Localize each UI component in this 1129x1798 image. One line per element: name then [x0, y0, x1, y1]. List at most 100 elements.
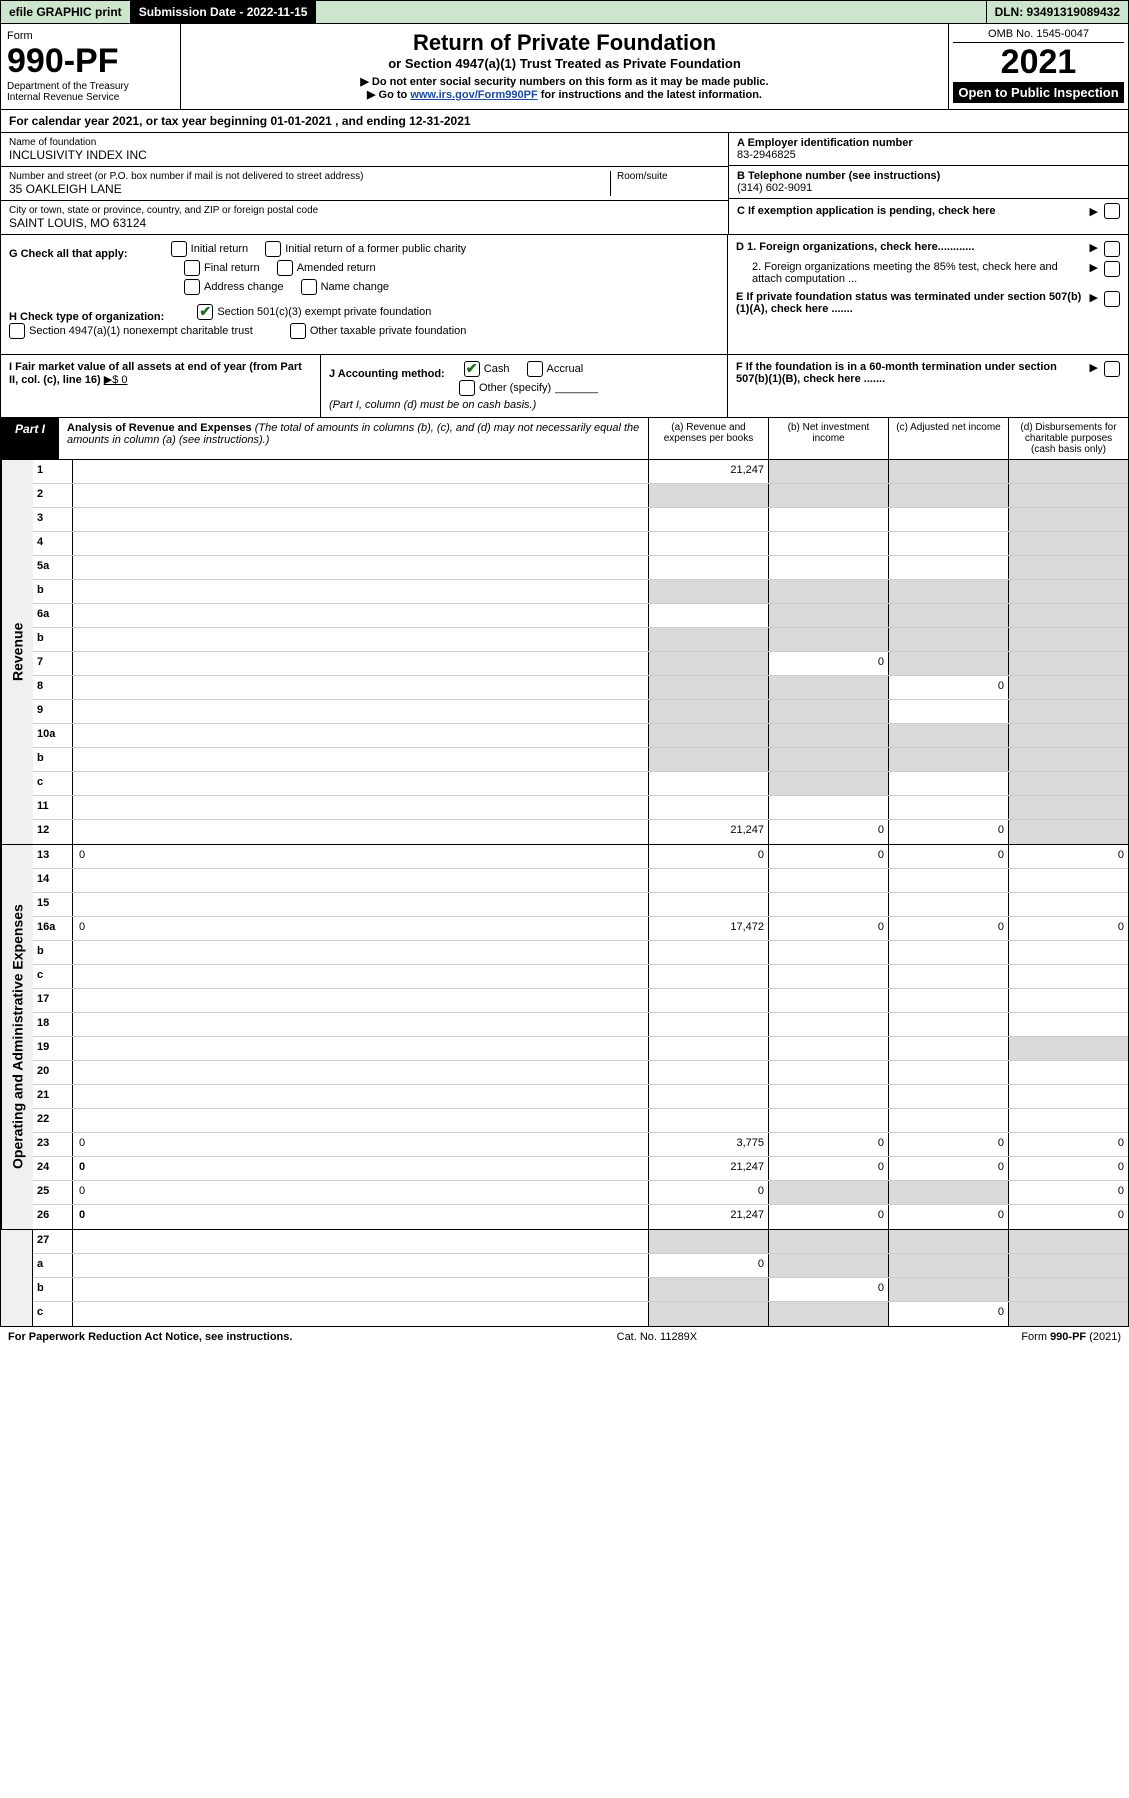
line-desc	[73, 604, 648, 627]
f-checkbox[interactable]	[1104, 361, 1120, 377]
col-b-value: 0	[768, 652, 888, 675]
j-accrual-checkbox[interactable]	[527, 361, 543, 377]
line-desc	[73, 1302, 648, 1326]
line-desc: 0	[73, 845, 648, 868]
line-number: 13	[33, 845, 73, 868]
col-c-value: 0	[888, 676, 1008, 699]
g-initial-return-checkbox[interactable]	[171, 241, 187, 257]
col-c-value	[888, 893, 1008, 916]
col-c-value	[888, 1037, 1008, 1060]
table-row: 9	[33, 700, 1128, 724]
table-row: 15	[33, 893, 1128, 917]
header-left: Form 990-PF Department of the Treasury I…	[1, 24, 181, 109]
c-cell: C If exemption application is pending, c…	[729, 199, 1128, 223]
table-row: 19	[33, 1037, 1128, 1061]
line-number: 6a	[33, 604, 73, 627]
dept: Department of the Treasury Internal Reve…	[7, 81, 174, 103]
col-d-value	[1008, 965, 1128, 988]
line-desc	[73, 1109, 648, 1132]
col-a-value	[648, 1302, 768, 1326]
line-desc	[73, 1037, 648, 1060]
irs-link[interactable]: www.irs.gov/Form990PF	[410, 89, 537, 101]
col-a-value: 0	[648, 845, 768, 868]
col-c-value	[888, 604, 1008, 627]
col-b-value	[768, 580, 888, 603]
col-d-value	[1008, 820, 1128, 844]
h-501c3-checkbox[interactable]	[197, 304, 213, 320]
col-c-value	[888, 1254, 1008, 1277]
j-other-checkbox[interactable]	[459, 380, 475, 396]
col-b-value	[768, 1013, 888, 1036]
table-row: 4	[33, 532, 1128, 556]
col-d-value	[1008, 1061, 1128, 1084]
col-c-value	[888, 1085, 1008, 1108]
i-cell: I Fair market value of all assets at end…	[1, 355, 321, 417]
col-d-value: 0	[1008, 1181, 1128, 1204]
line-number: c	[33, 772, 73, 795]
g-final-return-checkbox[interactable]	[184, 260, 200, 276]
col-d-value	[1008, 700, 1128, 723]
sub-2: ▶ Go to www.irs.gov/Form990PF for instru…	[187, 88, 942, 101]
table-row: b	[33, 748, 1128, 772]
table-row: 10a	[33, 724, 1128, 748]
line-desc: 0	[73, 1181, 648, 1204]
d2-checkbox[interactable]	[1104, 261, 1120, 277]
dln: DLN: 93491319089432	[986, 1, 1128, 23]
col-b-value	[768, 484, 888, 507]
e-checkbox[interactable]	[1104, 291, 1120, 307]
line-desc	[73, 460, 648, 483]
col-a-value	[648, 556, 768, 579]
col-b-value	[768, 1181, 888, 1204]
col-b-value: 0	[768, 1205, 888, 1229]
efile-label: efile GRAPHIC print	[1, 1, 131, 23]
line-number: 19	[33, 1037, 73, 1060]
g-amended-return-checkbox[interactable]	[277, 260, 293, 276]
line-number: 7	[33, 652, 73, 675]
tax-year: 2021	[953, 43, 1124, 82]
foot-right: Form 990-PF (2021)	[1021, 1331, 1121, 1343]
table-row: b	[33, 580, 1128, 604]
line-desc: 0	[73, 1205, 648, 1229]
h-4947-checkbox[interactable]	[9, 323, 25, 339]
line-desc: 0	[73, 1157, 648, 1180]
col-d-value	[1008, 1037, 1128, 1060]
col-d-value	[1008, 748, 1128, 771]
g-name-change-checkbox[interactable]	[301, 279, 317, 295]
line-number: 2	[33, 484, 73, 507]
line-desc	[73, 772, 648, 795]
col-c-value: 0	[888, 1133, 1008, 1156]
g-initial-former-checkbox[interactable]	[265, 241, 281, 257]
footer: For Paperwork Reduction Act Notice, see …	[0, 1327, 1129, 1347]
line-desc: 0	[73, 917, 648, 940]
col-d-value: 0	[1008, 845, 1128, 868]
col-c-value	[888, 700, 1008, 723]
g-address-change-checkbox[interactable]	[184, 279, 200, 295]
line-number: 12	[33, 820, 73, 844]
col-a-value	[648, 1037, 768, 1060]
table-row: 6a	[33, 604, 1128, 628]
h-other-taxable-checkbox[interactable]	[290, 323, 306, 339]
col-b-value	[768, 1254, 888, 1277]
line-number: 9	[33, 700, 73, 723]
table-row: 1221,24700	[33, 820, 1128, 844]
line-desc	[73, 724, 648, 747]
line-number: 3	[33, 508, 73, 531]
revenue-section: Revenue 121,2472345ab6ab7080910abc111221…	[0, 460, 1129, 845]
col-a-value	[648, 1109, 768, 1132]
d1-checkbox[interactable]	[1104, 241, 1120, 257]
table-row: 5a	[33, 556, 1128, 580]
c-checkbox[interactable]	[1104, 203, 1120, 219]
form-label: Form	[7, 30, 174, 42]
table-row: 16a017,472000	[33, 917, 1128, 941]
col-a-value: 21,247	[648, 1157, 768, 1180]
j-cash-checkbox[interactable]	[464, 361, 480, 377]
col-b-value	[768, 508, 888, 531]
foot-mid: Cat. No. 11289X	[617, 1331, 698, 1343]
col-b-value	[768, 628, 888, 651]
arrow-icon: ▶	[1090, 261, 1098, 274]
col-c-value	[888, 1013, 1008, 1036]
col-d-value	[1008, 508, 1128, 531]
col-a-value: 21,247	[648, 820, 768, 844]
col-a-value: 21,247	[648, 1205, 768, 1229]
col-c-value	[888, 652, 1008, 675]
